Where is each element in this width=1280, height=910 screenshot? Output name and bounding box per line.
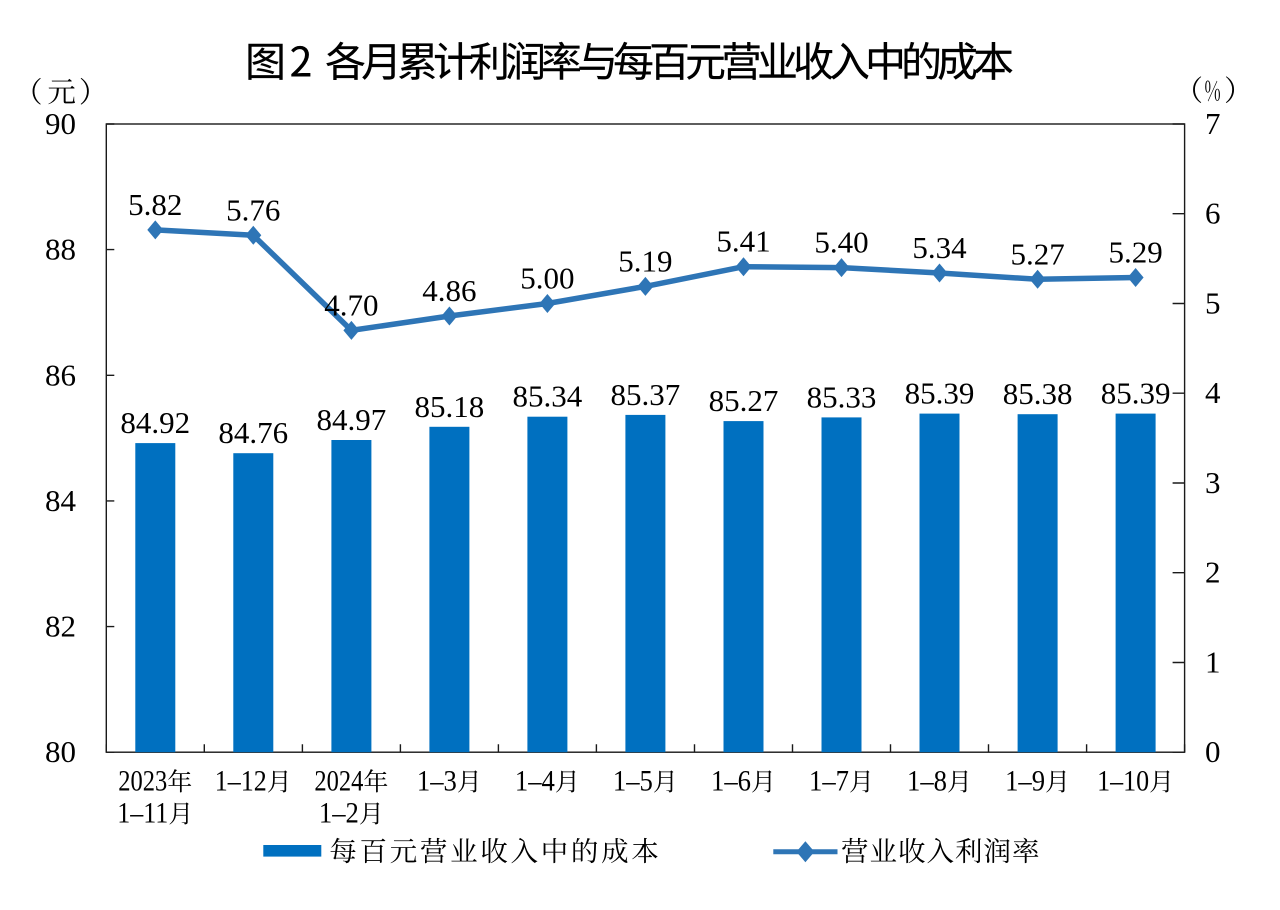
- svg-text:4.86: 4.86: [422, 273, 476, 308]
- svg-text:85.34: 85.34: [513, 379, 583, 414]
- svg-text:4: 4: [1205, 375, 1221, 410]
- svg-text:2: 2: [1205, 555, 1221, 590]
- svg-text:2024: 2024: [314, 766, 363, 798]
- svg-text:1–12: 1–12: [215, 766, 267, 798]
- svg-text:84.92: 84.92: [120, 405, 190, 440]
- svg-text:5.34: 5.34: [912, 230, 967, 265]
- svg-text:80: 80: [45, 734, 76, 769]
- svg-text:7: 7: [1205, 106, 1221, 141]
- svg-text:1–2: 1–2: [319, 798, 359, 830]
- svg-text:1–7: 1–7: [809, 766, 849, 798]
- svg-text:85.39: 85.39: [905, 376, 975, 411]
- svg-text:2023: 2023: [118, 766, 167, 798]
- svg-text:5.82: 5.82: [128, 187, 182, 222]
- svg-text:1–6: 1–6: [711, 766, 751, 798]
- svg-text:1–11: 1–11: [117, 798, 168, 830]
- svg-text:88: 88: [45, 232, 76, 267]
- svg-text:1–10: 1–10: [1097, 766, 1149, 798]
- svg-text:1–3: 1–3: [417, 766, 457, 798]
- svg-text:85.37: 85.37: [611, 377, 681, 412]
- svg-text:5.41: 5.41: [716, 224, 770, 259]
- svg-text:82: 82: [45, 609, 76, 644]
- svg-text:85.39: 85.39: [1101, 376, 1171, 411]
- svg-text:84: 84: [45, 483, 77, 518]
- svg-text:85.38: 85.38: [1003, 376, 1073, 411]
- svg-text:85.33: 85.33: [807, 379, 877, 414]
- svg-text:1–5: 1–5: [613, 766, 653, 798]
- svg-text:6: 6: [1205, 196, 1221, 231]
- svg-text:84.97: 84.97: [317, 402, 387, 437]
- svg-text:5.00: 5.00: [520, 261, 574, 296]
- svg-text:84.76: 84.76: [218, 415, 288, 450]
- svg-text:0: 0: [1205, 734, 1221, 769]
- svg-text:5.40: 5.40: [814, 225, 868, 260]
- svg-text:85.27: 85.27: [709, 383, 779, 418]
- svg-text:90: 90: [45, 106, 76, 141]
- svg-text:4.70: 4.70: [324, 287, 378, 322]
- svg-text:5: 5: [1205, 286, 1221, 321]
- svg-text:5.27: 5.27: [1010, 236, 1064, 271]
- svg-text:5.19: 5.19: [618, 243, 672, 278]
- svg-text:1: 1: [1205, 645, 1221, 680]
- svg-text:1–4: 1–4: [515, 766, 555, 798]
- svg-text:1–9: 1–9: [1005, 766, 1045, 798]
- svg-text:5.29: 5.29: [1108, 235, 1162, 270]
- svg-text:85.18: 85.18: [415, 389, 485, 424]
- svg-text:86: 86: [45, 357, 76, 392]
- svg-text:3: 3: [1205, 465, 1221, 500]
- svg-text:5.76: 5.76: [226, 192, 280, 227]
- svg-text:1–8: 1–8: [907, 766, 947, 798]
